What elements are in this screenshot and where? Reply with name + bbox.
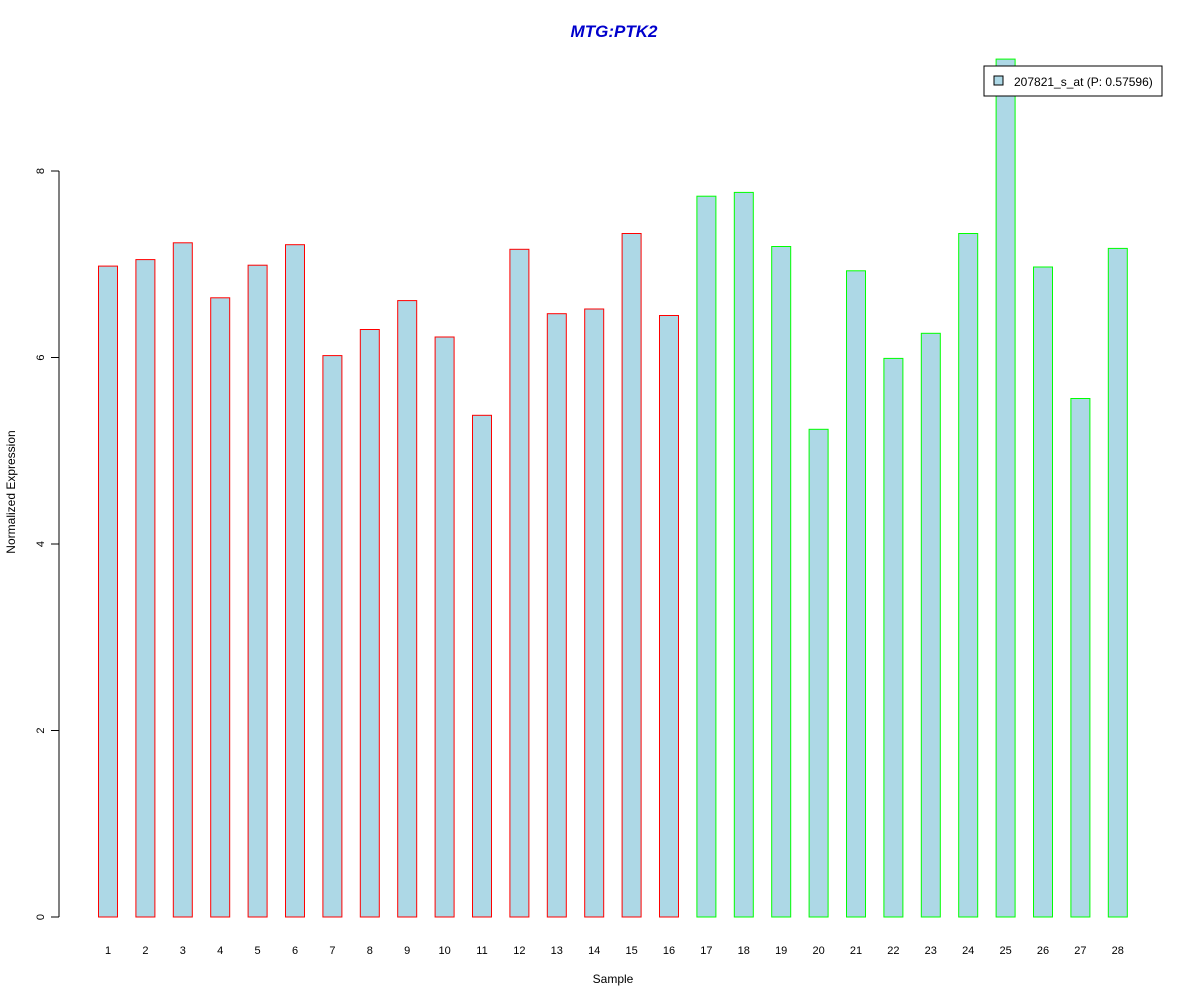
bar-sample-18 [733,191,754,918]
x-axis-tick-label: 3 [180,945,186,957]
bar-sample-12 [509,248,530,918]
bar-sample-3 [172,242,193,918]
legend-box [983,65,1163,97]
bar-sample-5 [247,264,268,918]
x-axis-label: Sample [593,972,634,986]
y-axis-tick-label: 2 [35,727,47,733]
chart-title: MTG:PTK2 [571,22,658,41]
bar-sample-16 [659,315,679,918]
bar-sample-26 [1033,266,1053,918]
x-axis-tick-label: 22 [887,945,899,957]
bar-sample-23 [920,332,941,918]
x-axis-tick-label: 7 [329,945,335,957]
bars [98,58,1128,918]
x-axis-tick-label: 27 [1074,945,1086,957]
bar-sample-27 [1070,398,1091,918]
x-axis-tick-label: 17 [700,945,712,957]
x-axis-tick-label: 28 [1112,945,1124,957]
legend: 207821_s_at (P: 0.57596) [983,65,1163,97]
x-axis-tick-label: 9 [404,945,410,957]
x-axis-tick-label: 11 [476,945,487,957]
y-axis-tick-label: 8 [35,168,47,174]
x-axis-tick-label: 24 [962,945,974,957]
x-axis-tick-label: 19 [775,945,787,957]
x-axis-tick-label: 25 [999,945,1011,957]
bar-sample-4 [210,297,231,918]
bar-sample-7 [322,355,343,918]
x-axis-tick-label: 4 [217,945,223,957]
bar-sample-2 [135,259,156,918]
x-axis-tick-label: 10 [438,945,450,957]
legend-label: 207821_s_at (P: 0.57596) [1014,75,1153,89]
x-axis-tick-label: 12 [513,945,525,957]
bar-sample-8 [359,329,380,918]
x-axis-tick-label: 21 [850,945,862,957]
bar-sample-14 [584,308,605,918]
bar-sample-24 [958,233,979,918]
x-axis-tick-label: 1 [105,945,111,957]
bar-sample-20 [808,428,829,918]
x-axis-tick-label: 20 [812,945,824,957]
bar-sample-28 [1107,247,1128,918]
y-axis-tick-label: 6 [35,354,47,360]
x-axis-tick-label: 15 [625,945,637,957]
x-axis-tick-label: 5 [255,945,261,957]
x-axis-tick-label: 14 [588,945,600,957]
y-axis-label: Normalized Expression [4,430,18,553]
x-axis-tick-labels: 1 2 3 4 5 6 7 8 9 10 11 12 13 14 15 16 17 18 19 20 21 22 23 24 2… [105,945,1124,957]
bar-sample-25 [995,58,1016,918]
x-axis-tick-label: 8 [367,945,373,957]
bar-sample-21 [846,270,866,918]
y-axis: 0 2 4 6 8 [35,168,60,920]
legend-swatch [993,75,1004,86]
bar-sample-11 [472,414,492,918]
y-axis-tick-label: 0 [35,914,47,920]
bar-sample-1 [98,265,118,918]
x-axis-tick-label: 18 [738,945,750,957]
y-axis-tick-label: 4 [35,541,47,547]
bar-sample-19 [771,246,792,918]
bar-sample-9 [397,300,418,918]
bar-sample-17 [696,195,717,918]
x-axis-tick-label: 23 [925,945,937,957]
bar-sample-6 [285,244,305,918]
x-axis-tick-label: 26 [1037,945,1049,957]
bar-sample-10 [434,336,455,918]
bar-sample-13 [546,313,567,918]
x-axis-tick-label: 16 [663,945,675,957]
x-axis-tick-label: 2 [142,945,148,957]
bar-sample-15 [621,233,642,918]
bar-sample-22 [883,357,904,918]
x-axis-tick-label: 13 [551,945,563,957]
x-axis-tick-label: 6 [292,945,298,957]
